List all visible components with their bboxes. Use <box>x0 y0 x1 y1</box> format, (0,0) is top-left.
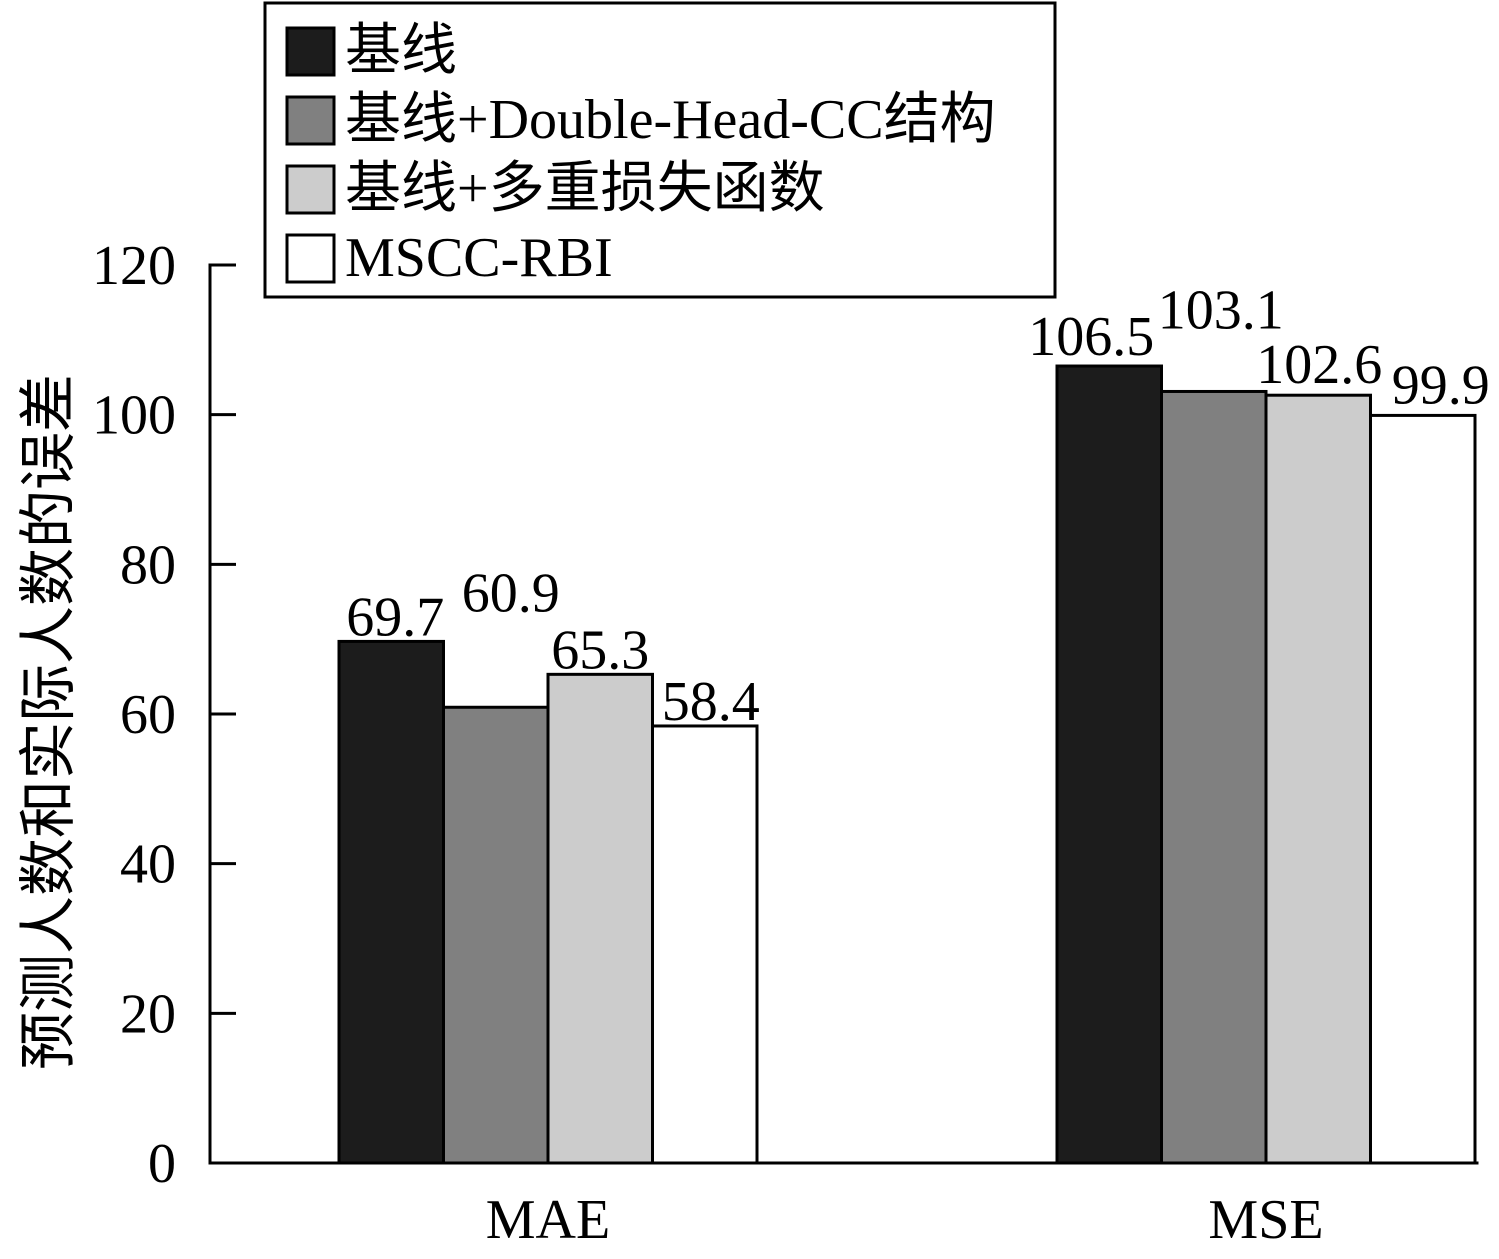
bar-mae-series-2 <box>442 705 550 1165</box>
legend-swatch <box>285 95 336 146</box>
y-tick-label: 40 <box>120 834 176 896</box>
x-axis-category-labels: MAE MSE <box>486 1189 1324 1251</box>
bar-mse-series-4 <box>1369 413 1477 1165</box>
legend-label: 基线+Double-Head-CC结构 <box>345 89 996 151</box>
legend-swatch <box>285 26 336 77</box>
y-axis-ticks: 0 20 40 60 80 100 120 <box>92 235 236 1195</box>
data-label-mae-series-4: 58.4 <box>662 671 760 733</box>
legend-entry: 基线 <box>285 20 457 82</box>
y-tick-label: 20 <box>120 983 176 1045</box>
y-tick-label: 100 <box>92 385 176 447</box>
y-axis-title: 预测人数和实际人数的误差 <box>16 374 81 1070</box>
bar-mae-series-1 <box>337 639 445 1165</box>
legend-label: MSCC-RBI <box>345 227 613 289</box>
bars <box>337 364 1477 1165</box>
data-label-mse-series-2: 103.1 <box>1158 279 1284 341</box>
legend-swatch <box>285 233 336 284</box>
data-label-mae-series-3: 65.3 <box>551 619 649 681</box>
data-label-mae-series-1: 69.7 <box>346 586 444 648</box>
bar-mse-series-3 <box>1264 393 1372 1165</box>
y-tick-label: 0 <box>148 1133 176 1195</box>
legend-label: 基线 <box>345 20 457 82</box>
legend-label: 基线+多重损失函数 <box>345 158 825 220</box>
data-label-mse-series-4: 99.9 <box>1392 354 1490 416</box>
bar-mae-series-4 <box>651 724 759 1165</box>
y-tick-label: 120 <box>92 235 176 297</box>
bar-mse-series-1 <box>1055 364 1163 1165</box>
x-category-label-mae: MAE <box>486 1189 610 1251</box>
x-category-label-mse: MSE <box>1208 1189 1323 1251</box>
legend-entry: MSCC-RBI <box>285 227 613 289</box>
bar-mae-series-3 <box>546 672 654 1165</box>
legend-entry: 基线+多重损失函数 <box>285 158 825 220</box>
data-label-mse-series-1: 106.5 <box>1028 306 1154 368</box>
legend-box <box>263 1 1057 299</box>
data-label-mae-series-2: 60.9 <box>462 562 560 624</box>
legend-entry: 基线+Double-Head-CC结构 <box>285 89 996 151</box>
bar-mse-series-2 <box>1160 389 1268 1165</box>
y-tick-label: 60 <box>120 684 176 746</box>
legend-swatch <box>285 164 336 215</box>
y-tick-label: 80 <box>120 534 176 596</box>
data-label-mse-series-3: 102.6 <box>1256 334 1382 396</box>
